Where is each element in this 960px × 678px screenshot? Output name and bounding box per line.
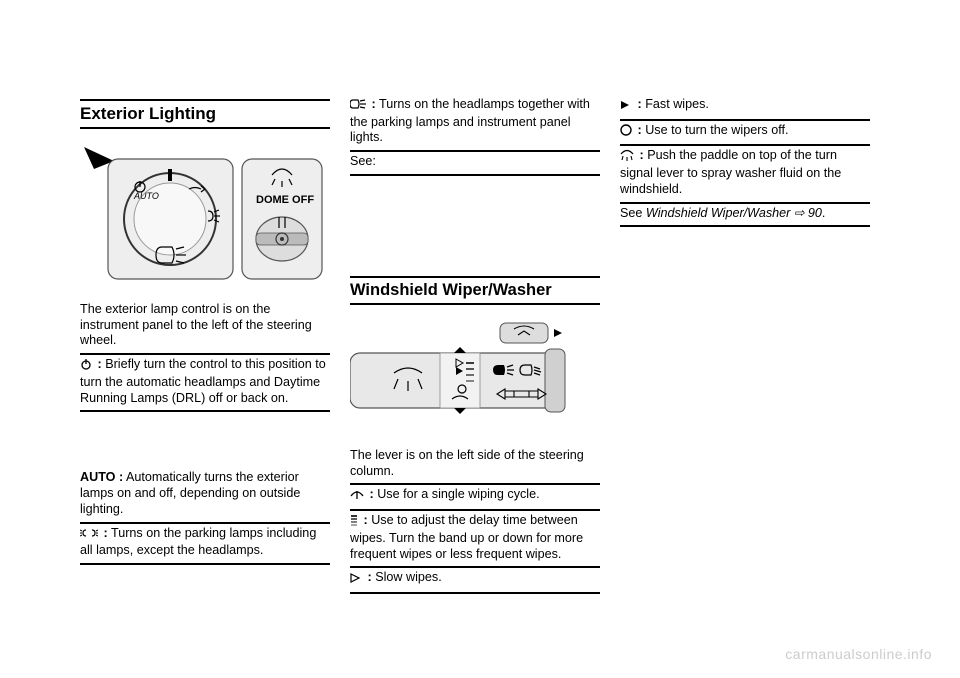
svg-text:AUTO: AUTO [133, 191, 159, 201]
text-see: See: [350, 152, 600, 176]
label-single-wipe: : [366, 487, 374, 501]
label-headlamps: : [368, 97, 376, 111]
label-washer: : [636, 148, 644, 162]
text-single-wipe: : Use for a single wiping cycle. [350, 485, 600, 511]
body-washer: Push the paddle on top of the turn signa… [620, 148, 841, 195]
slow-wipes-icon [350, 572, 362, 588]
body-slow: Slow wipes. [372, 570, 442, 584]
wipers-off-icon [620, 124, 632, 141]
text-parking-lamps: : Turns on the parking lamps including a… [80, 524, 330, 565]
text-washer-paddle: : Push the paddle on top of the turn sig… [620, 146, 870, 203]
column-1: Exterior Lighting AUTO [80, 95, 330, 594]
parking-lamps-icon [80, 527, 98, 544]
body-single-wipe: Use for a single wiping cycle. [374, 487, 540, 501]
column-2: : Turns on the headlamps together with t… [350, 95, 600, 594]
page-container: Exterior Lighting AUTO [0, 0, 960, 594]
text-headlamps: : Turns on the headlamps together with t… [350, 95, 600, 152]
see-ref-italic: Windshield Wiper/Washer ⇨ 90 [646, 206, 822, 220]
body-wipers-off: Use to turn the wipers off. [642, 123, 789, 137]
body-parking: Turns on the parking lamps including all… [80, 526, 316, 558]
label-parking: : [100, 526, 108, 540]
text-wipers-off: : Use to turn the wipers off. [620, 121, 870, 147]
body-fast: Fast wipes. [642, 97, 709, 111]
text-lamp-location: The exterior lamp control is on the inst… [80, 300, 330, 355]
watermark: carmanualsonline.info [785, 646, 932, 662]
intermittent-icon [350, 514, 358, 531]
body-headlamps: Turns on the headlamps together with the… [350, 97, 590, 144]
headlamps-icon [350, 98, 366, 115]
label-slow: : [364, 570, 372, 584]
label-fast: : [634, 97, 642, 111]
label-delay: : [360, 513, 368, 527]
text-auto: AUTO : Automatically turns the exterior … [80, 468, 330, 523]
heading-exterior-lighting: Exterior Lighting [80, 99, 330, 129]
svg-text:DOME OFF: DOME OFF [256, 194, 314, 206]
label-off: : [94, 357, 102, 371]
text-off-position: : Briefly turn the control to this posit… [80, 355, 330, 412]
column-3: : Fast wipes. : Use to turn the wipers o… [620, 95, 870, 594]
text-lever-location: The lever is on the left side of the ste… [350, 446, 600, 485]
body-delay: Use to adjust the delay time between wip… [350, 513, 583, 560]
power-off-icon [80, 358, 92, 375]
figure-wiper-lever [350, 315, 600, 435]
see-prefix: See [620, 206, 646, 220]
text-fast-wipes: : Fast wipes. [620, 95, 870, 121]
label-wipers-off: : [634, 123, 642, 137]
heading-wiper-washer: Windshield Wiper/Washer [350, 276, 600, 305]
text-slow-wipes: : Slow wipes. [350, 568, 600, 594]
text-see-ref: See Windshield Wiper/Washer ⇨ 90. [620, 204, 870, 228]
washer-icon [620, 149, 634, 166]
figure-lamp-control: AUTO DOME OFF [80, 139, 330, 289]
fast-wipes-icon [620, 99, 632, 115]
body-off: Briefly turn the control to this positio… [80, 357, 326, 404]
single-wipe-icon [350, 488, 364, 505]
text-delay-adjust: : Use to adjust the delay time between w… [350, 511, 600, 568]
label-auto: AUTO : [80, 470, 123, 484]
see-suffix: . [822, 206, 826, 220]
